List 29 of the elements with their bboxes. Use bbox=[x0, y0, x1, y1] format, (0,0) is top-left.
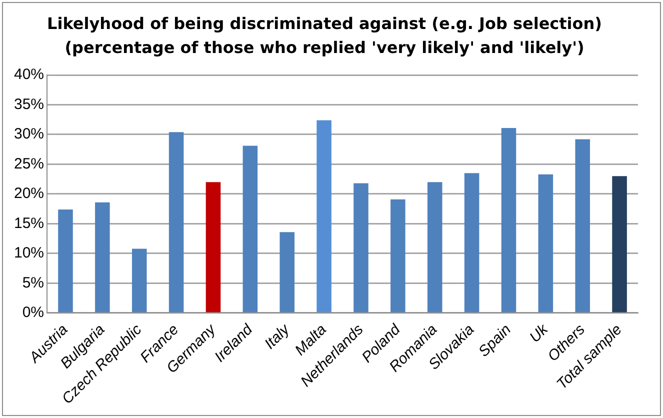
y-tick-label: 15% bbox=[14, 214, 44, 232]
bar bbox=[58, 209, 73, 312]
y-tick-label: 0% bbox=[22, 304, 44, 322]
bar bbox=[242, 146, 258, 312]
bar bbox=[390, 199, 406, 312]
y-tick-label: 5% bbox=[22, 274, 44, 292]
x-tick-label: Italy bbox=[261, 320, 294, 353]
y-tick-label: 25% bbox=[14, 155, 44, 172]
bar bbox=[354, 183, 368, 312]
y-tick-label: 30% bbox=[14, 126, 44, 143]
y-tick-label: 40% bbox=[14, 66, 44, 84]
bar bbox=[464, 173, 480, 312]
bar bbox=[427, 182, 442, 312]
bar bbox=[206, 182, 221, 312]
chart-subtitle: (percentage of those who replied 'very likely' and 'likely') bbox=[64, 38, 584, 58]
bar bbox=[538, 174, 554, 312]
bar bbox=[575, 139, 590, 312]
chart-title: Likelyhood of being discriminated against (e.g. Job selection) bbox=[47, 14, 602, 34]
bar bbox=[280, 232, 294, 312]
bar bbox=[168, 132, 184, 312]
y-tick-label: 20% bbox=[14, 185, 44, 202]
bar bbox=[132, 248, 147, 312]
bar bbox=[316, 120, 332, 312]
bar bbox=[612, 176, 627, 312]
x-tick-label: Uk bbox=[526, 320, 552, 346]
y-tick-label: 35% bbox=[14, 96, 44, 113]
bar bbox=[95, 202, 110, 312]
bar bbox=[501, 128, 516, 312]
y-tick-label: 10% bbox=[14, 244, 44, 262]
